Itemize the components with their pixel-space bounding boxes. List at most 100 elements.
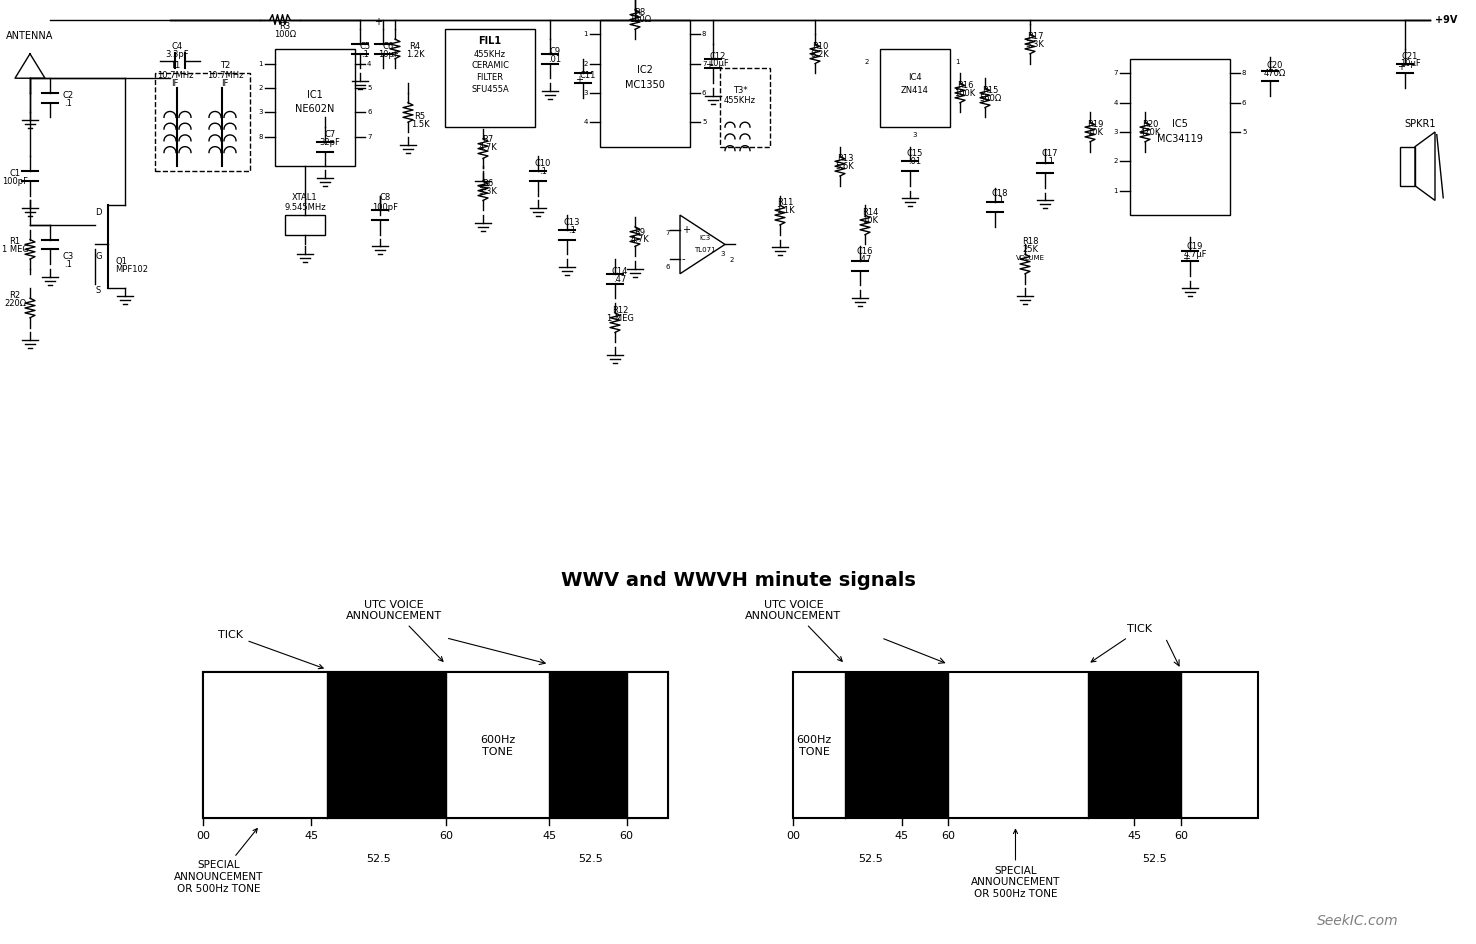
Text: 1: 1 bbox=[1113, 188, 1117, 194]
Text: 52.5: 52.5 bbox=[366, 854, 391, 865]
Text: MC34119: MC34119 bbox=[1157, 134, 1203, 143]
Bar bbox=[549, 672, 626, 818]
Text: 10K: 10K bbox=[862, 216, 878, 225]
Text: 52.5: 52.5 bbox=[579, 854, 602, 865]
Text: TICK: TICK bbox=[218, 630, 323, 668]
Text: 1.5K: 1.5K bbox=[410, 120, 430, 129]
Text: C8: C8 bbox=[379, 194, 391, 202]
Text: SPECIAL
ANNOUNCEMENT
OR 500Hz TONE: SPECIAL ANNOUNCEMENT OR 500Hz TONE bbox=[971, 830, 1060, 899]
Text: 32pF: 32pF bbox=[320, 138, 341, 146]
Text: SPKR1: SPKR1 bbox=[1404, 119, 1436, 129]
Text: .1: .1 bbox=[63, 98, 72, 108]
Text: C20: C20 bbox=[1266, 61, 1283, 71]
Text: IC1: IC1 bbox=[307, 90, 323, 100]
Text: NE602N: NE602N bbox=[295, 105, 335, 114]
Text: 4.7K: 4.7K bbox=[630, 235, 649, 244]
Text: +: + bbox=[682, 225, 689, 235]
Text: VOLUME: VOLUME bbox=[1015, 255, 1045, 261]
Text: G: G bbox=[94, 252, 102, 261]
Text: FILTER: FILTER bbox=[477, 74, 503, 82]
Text: C10: C10 bbox=[534, 160, 551, 168]
Text: 8: 8 bbox=[258, 134, 263, 140]
Text: R14: R14 bbox=[862, 208, 878, 217]
Bar bbox=[794, 672, 1258, 818]
Text: .1: .1 bbox=[362, 50, 369, 59]
Text: IC5: IC5 bbox=[1172, 119, 1188, 129]
Text: IC4: IC4 bbox=[908, 74, 922, 82]
Text: C14: C14 bbox=[613, 267, 629, 276]
Text: .1: .1 bbox=[1046, 158, 1054, 166]
Text: IC3: IC3 bbox=[700, 234, 710, 241]
Bar bbox=[275, 49, 356, 166]
Text: C4: C4 bbox=[171, 42, 183, 51]
Text: FIL1: FIL1 bbox=[478, 36, 502, 46]
Text: IF: IF bbox=[171, 79, 179, 88]
Text: 52.5: 52.5 bbox=[1142, 854, 1168, 865]
Bar bbox=[326, 672, 446, 818]
Text: 2: 2 bbox=[731, 257, 735, 263]
Text: R20: R20 bbox=[1142, 120, 1159, 129]
Bar bbox=[1181, 672, 1258, 818]
Text: 4.7μF: 4.7μF bbox=[1184, 250, 1207, 260]
Text: R11: R11 bbox=[776, 198, 793, 208]
Text: R13: R13 bbox=[837, 154, 853, 163]
Text: 5.6K: 5.6K bbox=[835, 162, 855, 171]
Text: 7: 7 bbox=[368, 134, 372, 140]
Text: MPF102: MPF102 bbox=[115, 265, 148, 274]
Text: 1: 1 bbox=[583, 31, 587, 37]
Text: 1.1K: 1.1K bbox=[776, 206, 794, 215]
Text: +: + bbox=[706, 60, 713, 71]
Text: 4: 4 bbox=[368, 60, 372, 66]
Text: IF: IF bbox=[221, 79, 229, 88]
Text: C13: C13 bbox=[564, 218, 580, 227]
Text: UTC VOICE
ANNOUNCEMENT: UTC VOICE ANNOUNCEMENT bbox=[745, 599, 843, 662]
Text: R5: R5 bbox=[415, 112, 425, 121]
Text: 5: 5 bbox=[1241, 129, 1246, 135]
Text: TL071: TL071 bbox=[694, 247, 716, 253]
Bar bbox=[626, 672, 667, 818]
Text: C21: C21 bbox=[1402, 52, 1418, 60]
Text: 7: 7 bbox=[666, 229, 670, 236]
Text: 1 MEG: 1 MEG bbox=[1, 245, 28, 254]
Text: 7: 7 bbox=[1113, 71, 1117, 76]
Text: IC2: IC2 bbox=[638, 65, 652, 76]
Text: R15: R15 bbox=[982, 86, 998, 95]
Text: CERAMIC: CERAMIC bbox=[471, 61, 509, 71]
Text: 45: 45 bbox=[1128, 831, 1141, 841]
Text: 10μF: 10μF bbox=[378, 50, 399, 59]
Text: 7: 7 bbox=[703, 60, 707, 66]
Text: R6: R6 bbox=[483, 178, 493, 188]
Text: 5: 5 bbox=[703, 119, 707, 126]
Text: R2: R2 bbox=[9, 291, 21, 300]
Text: ZN414: ZN414 bbox=[900, 86, 928, 95]
Text: .47: .47 bbox=[859, 255, 872, 264]
Bar bbox=[326, 672, 446, 818]
Text: 60: 60 bbox=[438, 831, 453, 841]
Text: .1: .1 bbox=[568, 226, 576, 235]
Text: C15: C15 bbox=[906, 149, 922, 159]
Text: 455KHz: 455KHz bbox=[725, 95, 756, 105]
Text: 45: 45 bbox=[894, 831, 909, 841]
Text: C18: C18 bbox=[992, 189, 1008, 197]
Text: T3*: T3* bbox=[732, 86, 747, 95]
Text: 100Ω: 100Ω bbox=[275, 30, 297, 39]
Text: 60: 60 bbox=[1173, 831, 1188, 841]
Text: 6: 6 bbox=[666, 264, 670, 270]
Text: 45: 45 bbox=[542, 831, 556, 841]
Text: D: D bbox=[94, 208, 102, 217]
Text: C3: C3 bbox=[62, 252, 74, 261]
Text: R9: R9 bbox=[635, 228, 645, 237]
Text: 3: 3 bbox=[912, 132, 917, 138]
Bar bbox=[580, 672, 632, 818]
Text: 3.3K: 3.3K bbox=[1026, 40, 1045, 49]
Text: 8: 8 bbox=[1241, 71, 1247, 76]
Text: XTAL1: XTAL1 bbox=[292, 194, 317, 202]
Text: +9V: +9V bbox=[1435, 14, 1457, 25]
Text: 60: 60 bbox=[942, 831, 955, 841]
Text: R10: R10 bbox=[812, 42, 828, 51]
Text: Q1: Q1 bbox=[115, 257, 127, 266]
Bar bbox=[202, 672, 667, 818]
Text: .47: .47 bbox=[614, 275, 627, 283]
Text: 150Ω: 150Ω bbox=[629, 15, 651, 25]
Text: WWV and WWVH minute signals: WWV and WWVH minute signals bbox=[561, 571, 915, 590]
